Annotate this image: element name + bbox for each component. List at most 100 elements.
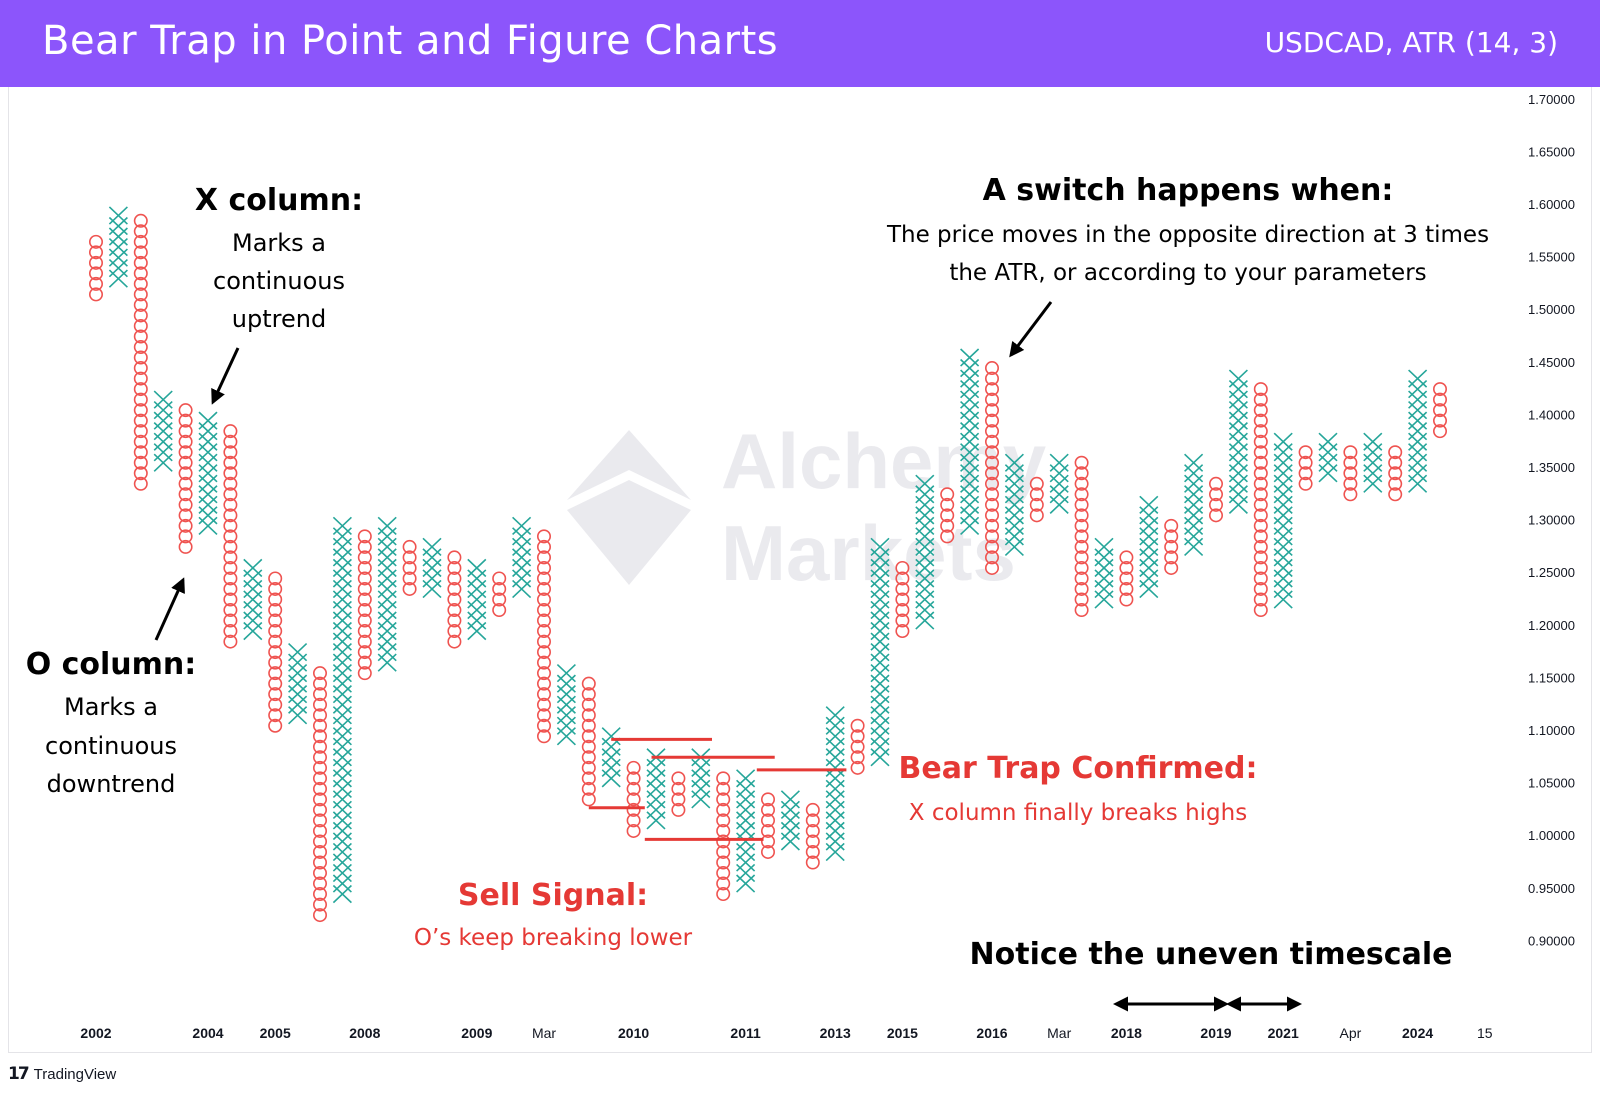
x-box xyxy=(556,695,576,714)
x-box xyxy=(646,758,666,777)
o-box xyxy=(1253,518,1268,533)
o-box xyxy=(178,413,193,428)
o-box xyxy=(357,571,372,586)
x-box xyxy=(377,548,397,567)
x-box xyxy=(512,569,532,588)
x-box xyxy=(1139,558,1159,578)
o-box xyxy=(984,392,999,407)
x-tick-label: 2005 xyxy=(260,1025,291,1041)
x-column xyxy=(422,537,442,599)
o-box xyxy=(223,571,238,586)
x-box xyxy=(198,464,218,483)
o-box xyxy=(1074,581,1089,596)
x-box xyxy=(332,748,352,767)
o-box xyxy=(895,560,910,575)
o-box xyxy=(1253,560,1268,575)
x-box xyxy=(646,800,666,820)
o-box xyxy=(1343,487,1358,502)
x-tick-label: Apr xyxy=(1340,1025,1362,1041)
x-box xyxy=(870,674,890,693)
o-box xyxy=(536,634,551,649)
o-box xyxy=(223,497,238,512)
o-box xyxy=(492,592,507,607)
o-box xyxy=(536,687,551,702)
o-column xyxy=(268,571,283,733)
o-box xyxy=(447,613,462,628)
o-box xyxy=(805,813,820,828)
o-box xyxy=(895,624,910,639)
x-box xyxy=(780,800,800,820)
o-column xyxy=(984,361,999,575)
o-column xyxy=(357,529,372,681)
o-box xyxy=(447,560,462,575)
o-box xyxy=(984,403,999,418)
o-box xyxy=(223,603,238,618)
x-box xyxy=(1139,537,1159,557)
o-box xyxy=(716,866,731,881)
o-box xyxy=(536,539,551,554)
bear-trap-text: X column finally breaks highs xyxy=(909,800,1247,826)
x-box xyxy=(512,527,532,546)
o-box xyxy=(447,634,462,649)
o-box xyxy=(984,361,999,376)
o-box xyxy=(223,592,238,607)
x-box xyxy=(332,611,352,630)
x-box xyxy=(870,537,890,557)
o-box xyxy=(133,434,148,449)
o-box xyxy=(223,487,238,502)
o-box xyxy=(850,739,865,754)
y-tick-label: 1.70000 xyxy=(1528,92,1575,107)
x-box xyxy=(1184,453,1204,472)
o-box xyxy=(402,539,417,554)
o-box xyxy=(805,844,820,859)
o-box xyxy=(1209,497,1224,512)
o-box xyxy=(581,718,596,733)
x-box xyxy=(1318,464,1338,483)
o-box xyxy=(312,908,327,923)
o-box xyxy=(223,613,238,628)
x-box xyxy=(1363,453,1383,472)
o-box xyxy=(536,655,551,670)
x-box xyxy=(1408,443,1428,462)
x-box xyxy=(556,727,576,746)
switch-annotation: A switch happens when: The price moves i… xyxy=(886,173,1489,358)
x-box xyxy=(556,664,576,683)
o-box xyxy=(89,255,104,270)
x-column xyxy=(243,558,263,641)
x-box xyxy=(332,685,352,704)
o-column xyxy=(178,403,193,554)
x-box xyxy=(198,432,218,451)
o-column xyxy=(492,571,507,618)
o-box xyxy=(805,855,820,870)
x-box xyxy=(1228,411,1248,430)
x-box xyxy=(1228,401,1248,420)
x-box xyxy=(825,790,845,809)
o-box xyxy=(1209,487,1224,502)
o-box xyxy=(357,655,372,670)
x-box xyxy=(377,579,397,599)
x-box xyxy=(646,779,666,798)
o-box xyxy=(581,760,596,775)
x-box xyxy=(556,706,576,725)
x-box xyxy=(1228,379,1248,399)
x-box xyxy=(332,600,352,620)
y-tick-label: 1.25000 xyxy=(1528,565,1575,580)
o-box xyxy=(1074,497,1089,512)
o-box xyxy=(626,781,641,796)
x-box xyxy=(1184,495,1204,514)
x-box xyxy=(332,874,352,893)
x-box xyxy=(198,485,218,504)
o-column xyxy=(805,802,820,870)
x-tick-label: 2013 xyxy=(820,1025,851,1041)
tradingview-logo-icon[interactable]: 17 xyxy=(8,1064,30,1084)
o-box xyxy=(268,687,283,702)
x-box xyxy=(467,579,487,599)
o-box xyxy=(133,245,148,260)
o-box xyxy=(1298,455,1313,470)
switch-title: A switch happens when: xyxy=(983,173,1394,208)
o-box xyxy=(1253,424,1268,439)
x-box xyxy=(198,411,218,430)
tradingview-brand[interactable]: TradingView xyxy=(33,1065,117,1083)
x-box xyxy=(1273,432,1293,451)
x-tick-label: 2024 xyxy=(1402,1025,1433,1041)
